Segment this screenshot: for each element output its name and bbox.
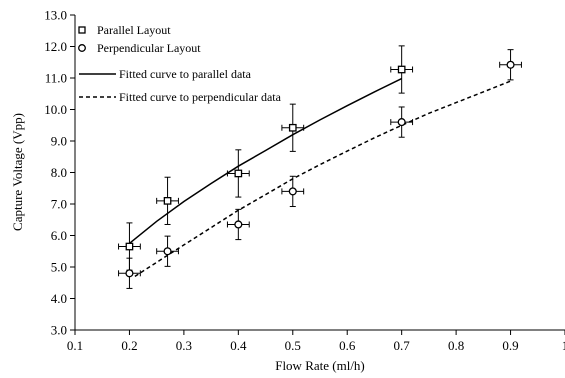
y-tick-label: 11.0 [45, 71, 67, 86]
x-tick-label: 0.8 [448, 338, 464, 353]
y-axis-ticks: 3.0 4.0 5.0 6.0 7.0 8.0 9.0 10.0 11.0 12.0 13.0 [44, 8, 75, 338]
legend-label-perpendicular: Perpendicular Layout [97, 41, 201, 55]
x-tick-label: 0.6 [339, 338, 356, 353]
y-tick-label: 9.0 [51, 134, 67, 149]
circle-marker-icon [78, 44, 86, 52]
x-tick-label: 0.9 [502, 338, 518, 353]
legend: Parallel Layout Perpendicular Layout Fit… [78, 23, 282, 104]
legend-label-perpendicular-fit: Fitted curve to perpendicular data [119, 90, 282, 104]
x-tick-label: 0.5 [285, 338, 301, 353]
perpendicular-point [506, 60, 515, 69]
y-tick-label: 7.0 [51, 197, 67, 212]
legend-label-parallel-fit: Fitted curve to parallel data [119, 67, 252, 81]
legend-entry-parallel-fit: Fitted curve to parallel data [79, 67, 252, 81]
x-tick-label: 0.2 [121, 338, 137, 353]
legend-entry-perpendicular-fit: Fitted curve to perpendicular data [79, 90, 282, 104]
y-tick-label: 5.0 [51, 260, 67, 275]
legend-entry-perpendicular: Perpendicular Layout [78, 41, 201, 55]
x-tick-label: 1 [562, 338, 565, 353]
parallel-point [125, 242, 134, 251]
plot-area [75, 15, 565, 330]
perpendicular-point [125, 269, 134, 278]
legend-label-parallel: Parallel Layout [97, 23, 171, 37]
perpendicular-point [397, 118, 406, 127]
parallel-fit-curve [128, 77, 403, 244]
y-tick-label: 8.0 [51, 165, 67, 180]
data-points [125, 60, 515, 278]
y-axis-title: Capture Voltage (Vpp) [10, 113, 25, 231]
x-axis-ticks: 0.1 0.2 0.3 0.4 0.5 0.6 0.7 0.8 0.9 1 [67, 330, 565, 353]
y-tick-label: 3.0 [51, 323, 67, 338]
legend-entry-parallel: Parallel Layout [78, 23, 171, 37]
perpendicular-point [234, 220, 243, 229]
y-tick-label: 12.0 [44, 39, 67, 54]
square-marker-icon [78, 26, 86, 34]
x-tick-label: 0.7 [394, 338, 411, 353]
parallel-point [234, 169, 243, 178]
x-tick-label: 0.4 [230, 338, 247, 353]
x-tick-label: 0.1 [67, 338, 83, 353]
y-tick-label: 6.0 [51, 228, 67, 243]
x-axis-title: Flow Rate (ml/h) [275, 358, 365, 373]
perpendicular-point [288, 187, 297, 196]
y-tick-label: 10.0 [44, 102, 67, 117]
x-tick-label: 0.3 [176, 338, 192, 353]
y-tick-label: 13.0 [44, 8, 67, 23]
fit-curves [128, 77, 511, 278]
y-tick-label: 4.0 [51, 291, 67, 306]
parallel-point [397, 65, 406, 74]
parallel-point [163, 196, 172, 205]
parallel-point [288, 123, 297, 132]
perpendicular-point [163, 247, 172, 256]
